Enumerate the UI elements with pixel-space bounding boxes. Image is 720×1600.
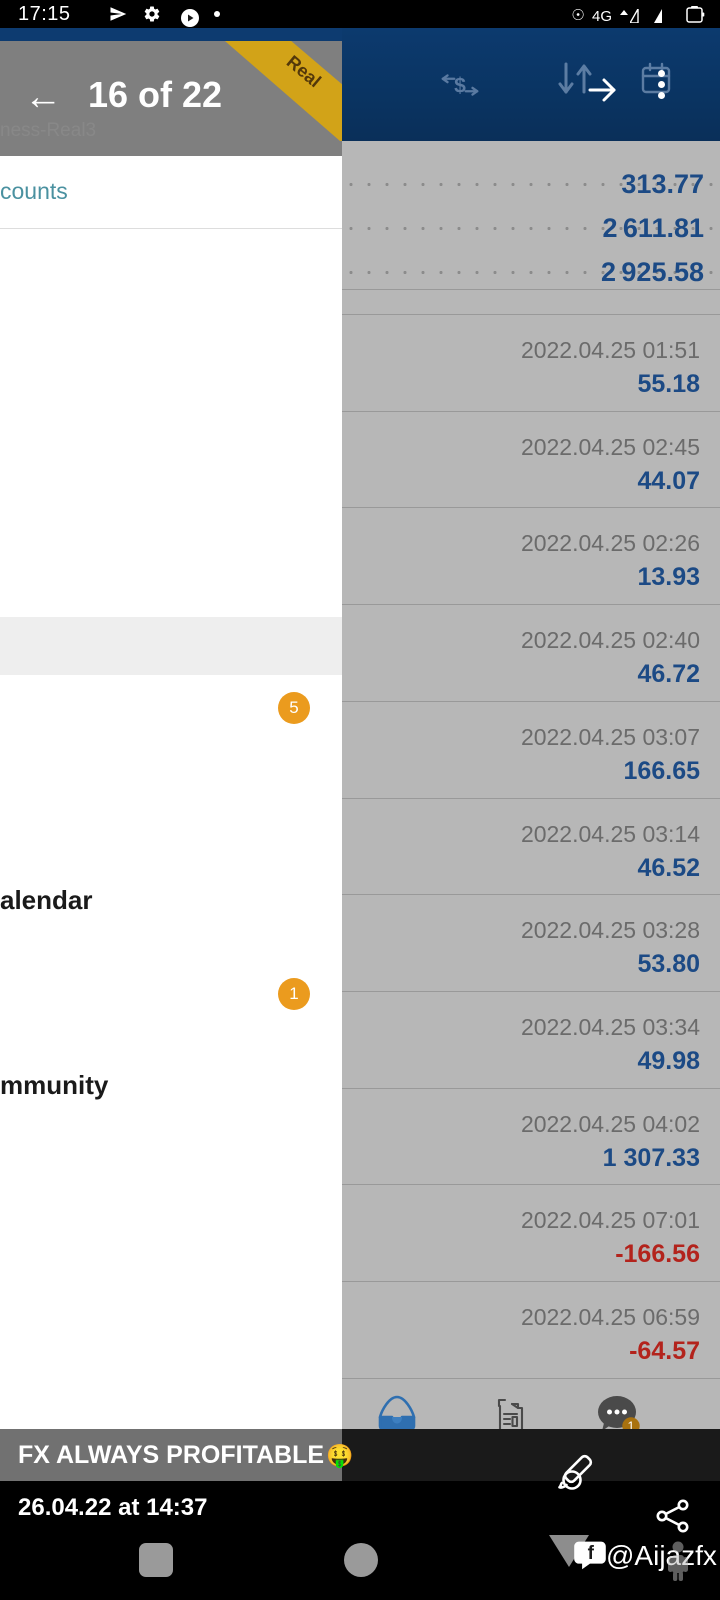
svg-text:1: 1: [628, 1420, 635, 1430]
svg-text:$: $: [454, 75, 466, 98]
svg-text:f: f: [588, 1543, 595, 1564]
